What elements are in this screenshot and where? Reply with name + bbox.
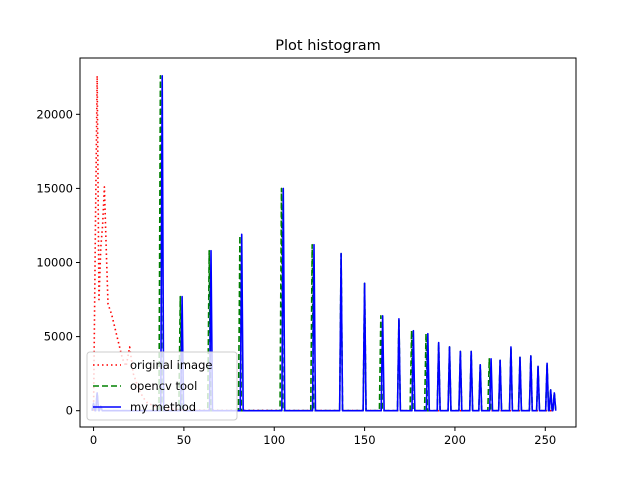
x-tick-label: 200 [444, 433, 466, 447]
legend-box [86, 351, 238, 421]
legend-label-3: my method [130, 400, 196, 414]
x-tick-label: 0 [90, 433, 97, 447]
legend-label-1: original image [130, 358, 212, 372]
y-tick-label: 15000 [36, 181, 73, 195]
chart-title: Plot histogram [275, 38, 380, 54]
legend: original image opencv tool my method [86, 351, 238, 421]
legend-label-2: opencv tool [130, 379, 197, 393]
x-tick-label: 100 [263, 433, 285, 447]
x-tick-label: 250 [534, 433, 556, 447]
x-tick-label: 50 [177, 433, 192, 447]
axes-frame [79, 57, 577, 428]
y-tick-label: 5000 [44, 330, 73, 344]
plot-area: 0 50 100 150 200 250 0 5000 10000 15000 20000 origi… [36, 57, 577, 447]
y-tick-label: 0 [66, 404, 73, 418]
x-tick-label: 150 [354, 433, 376, 447]
series-line-1 [92, 74, 555, 412]
y-tick-label: 20000 [36, 107, 73, 121]
y-tick-label: 10000 [36, 256, 73, 270]
